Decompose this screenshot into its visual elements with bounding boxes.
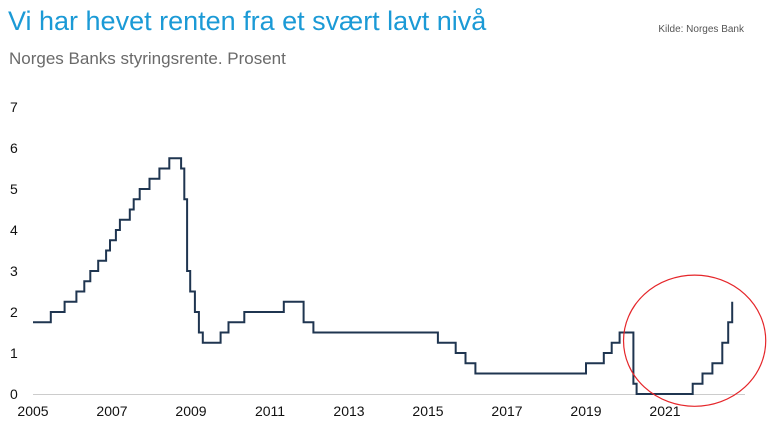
y-tick-label: 6 [10,140,18,156]
series-line-policy-rate [33,157,734,395]
y-tick-label: 2 [10,304,18,320]
x-tick-label: 2015 [412,403,443,419]
x-tick-label: 2019 [570,403,601,419]
x-tick-label: 2017 [491,403,522,419]
y-tick-label: 4 [10,222,18,238]
x-tick-label: 2021 [649,403,680,419]
x-tick-label: 2013 [333,403,364,419]
y-tick-label: 3 [10,263,18,279]
annotation-circle [622,274,767,407]
y-axis-ticks: 0 1 2 3 4 5 6 7 [10,99,18,402]
y-tick-label: 0 [10,386,18,402]
x-tick-label: 2011 [255,403,285,419]
x-axis-ticks: 2005 2007 2009 2011 2013 2015 2017 2019 2021 [17,403,680,419]
x-tick-label: 2009 [175,403,206,419]
y-tick-label: 5 [10,181,18,197]
chart-subtitle: Norges Banks styringsrente. Prosent [9,49,286,68]
source-label: Kilde: Norges Bank [658,24,744,35]
y-tick-label: 7 [10,99,18,115]
chart-title: Vi har hevet renten fra et svært lavt ni… [8,6,487,36]
x-tick-label: 2005 [17,403,48,419]
y-tick-label: 1 [10,345,18,361]
x-tick-label: 2007 [96,403,127,419]
